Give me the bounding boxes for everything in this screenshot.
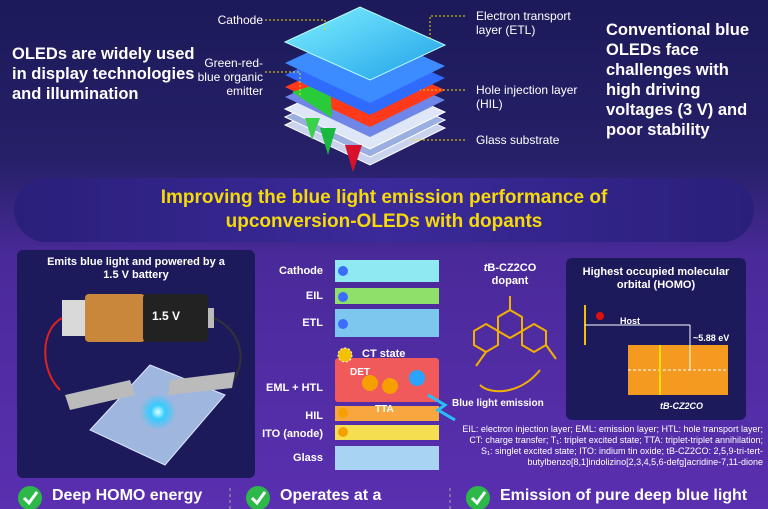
layer-label: EML + HTL xyxy=(266,382,323,394)
host-label: Host xyxy=(620,316,640,326)
det-label: DET xyxy=(350,367,370,378)
dopant-line2: dopant xyxy=(491,275,529,287)
dopant-title: tB-CZ2CO dopant xyxy=(470,262,550,288)
homo-diagram xyxy=(584,305,728,395)
bottom-point: Deep HOMO energy xyxy=(52,487,203,504)
layer-label: ITO (anode) xyxy=(262,428,323,440)
check-icons xyxy=(18,486,490,509)
battery xyxy=(62,294,214,342)
dopant-italic: t xyxy=(483,262,488,274)
leader-lines xyxy=(265,15,465,141)
dopant-name: B-CZ2CO xyxy=(487,262,537,274)
molecule xyxy=(473,296,557,393)
banner xyxy=(14,178,754,242)
battery-caption: Emits blue light and powered by a 1.5 V … xyxy=(47,256,225,281)
layer-label: Glass xyxy=(293,452,323,464)
label: Cathode xyxy=(217,13,263,27)
layer-label: Cathode xyxy=(279,265,323,277)
banner-text: Improving the blue light emission perfor… xyxy=(160,187,608,232)
battery-voltage: 1.5 V xyxy=(152,309,181,323)
homo-title: Highest occupied molecular orbital (HOMO… xyxy=(582,266,730,291)
layer-label: EIL xyxy=(305,290,323,302)
bottom-point: Operates at a xyxy=(280,487,382,504)
right-text: Conventional blue OLEDs face challenges … xyxy=(606,21,750,139)
layer-label: HIL xyxy=(305,410,323,422)
oled-layers xyxy=(283,6,447,172)
label: Electron transport layer (ETL) xyxy=(476,9,571,37)
label: Hole injection layer (HIL) xyxy=(476,83,578,111)
device xyxy=(65,364,235,466)
bottom-point: Emission of pure deep blue light xyxy=(500,487,748,504)
energy-label: ~5.88 eV xyxy=(693,333,730,343)
device-stack xyxy=(335,260,456,470)
label: Green-red-blue organic emitter xyxy=(197,56,263,98)
layer-label: ETL xyxy=(302,317,323,329)
ct-state: CT state xyxy=(362,348,406,360)
left-text: OLEDs are widely used in display technol… xyxy=(12,45,195,103)
homo-dopant: tB-CZ2CO xyxy=(660,401,703,411)
footnote: EIL: electron injection layer; EML: emis… xyxy=(462,424,763,467)
emission-label: Blue light emission xyxy=(452,398,544,409)
tta-label: TTA xyxy=(375,404,394,415)
label: Glass substrate xyxy=(476,133,560,147)
